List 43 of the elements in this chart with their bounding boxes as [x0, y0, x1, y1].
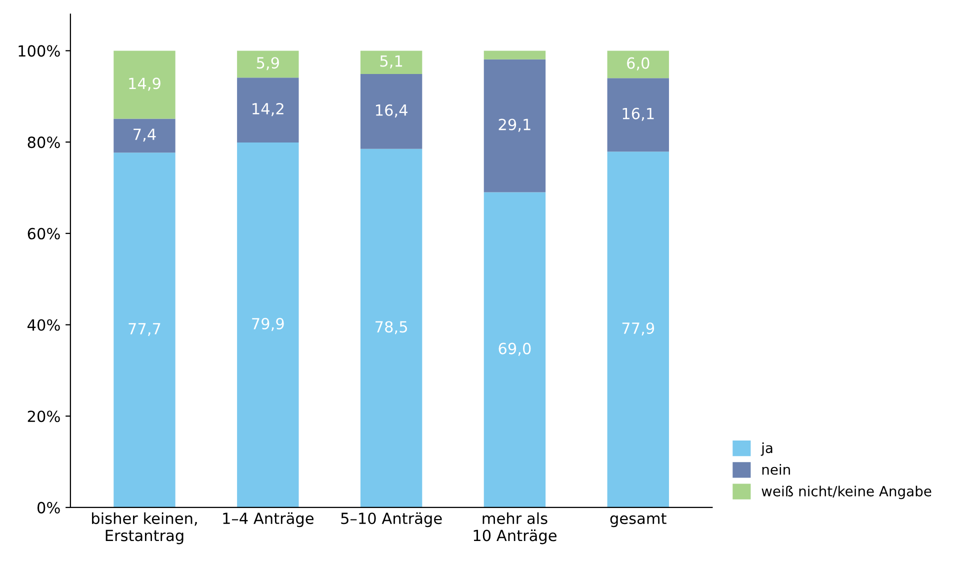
data-label: 14,2 [252, 102, 284, 116]
data-label: 14,9 [129, 78, 160, 91]
bar [607, 50, 669, 78]
data-label: 69,0 [498, 342, 531, 356]
data-label: 7,4 [134, 128, 156, 142]
data-label: 79,9 [252, 318, 284, 331]
x-tick-label: gesamt [610, 513, 666, 528]
bar [360, 74, 422, 149]
bar [360, 148, 422, 508]
y-tick-label: 40% [28, 319, 60, 331]
data-label: 78,5 [376, 321, 407, 334]
x-tick-label: mehr als 10 Anträge [474, 512, 556, 544]
x-tick-label: 5–10 Anträge [341, 512, 442, 528]
bar [237, 142, 299, 508]
data-label: 77,7 [128, 323, 160, 336]
x-tick-label: bisher keinen, Erstantrag [92, 512, 197, 544]
y-tick-label: 20% [28, 410, 60, 422]
y-tick-label: 100% [18, 45, 60, 57]
data-label: 5,1 [380, 55, 402, 68]
x-tick-label: 1–4 Anträge [223, 512, 314, 528]
bar [607, 152, 669, 508]
bar [237, 50, 299, 78]
bar [237, 78, 299, 143]
bar [484, 50, 546, 60]
bar [114, 152, 176, 508]
bar [484, 59, 546, 192]
data-label: 16,1 [622, 108, 654, 121]
bar [114, 118, 176, 153]
bar [484, 192, 546, 508]
bar [360, 50, 422, 74]
y-tick-label: 80% [28, 136, 60, 148]
data-label: 16,4 [376, 104, 408, 118]
bar [114, 50, 176, 119]
data-label: 29,1 [498, 118, 530, 132]
legend-label: nein [762, 464, 790, 475]
y-tick-label: 0% [37, 502, 60, 514]
legend-label: weiß nicht/keine Angabe [762, 486, 932, 500]
data-label: 5,9 [256, 57, 279, 70]
data-label: 6,0 [627, 57, 650, 70]
data-label: 77,9 [622, 322, 654, 336]
bar [607, 78, 669, 152]
legend-label: ja [760, 442, 772, 456]
y-tick-label: 60% [28, 228, 60, 240]
